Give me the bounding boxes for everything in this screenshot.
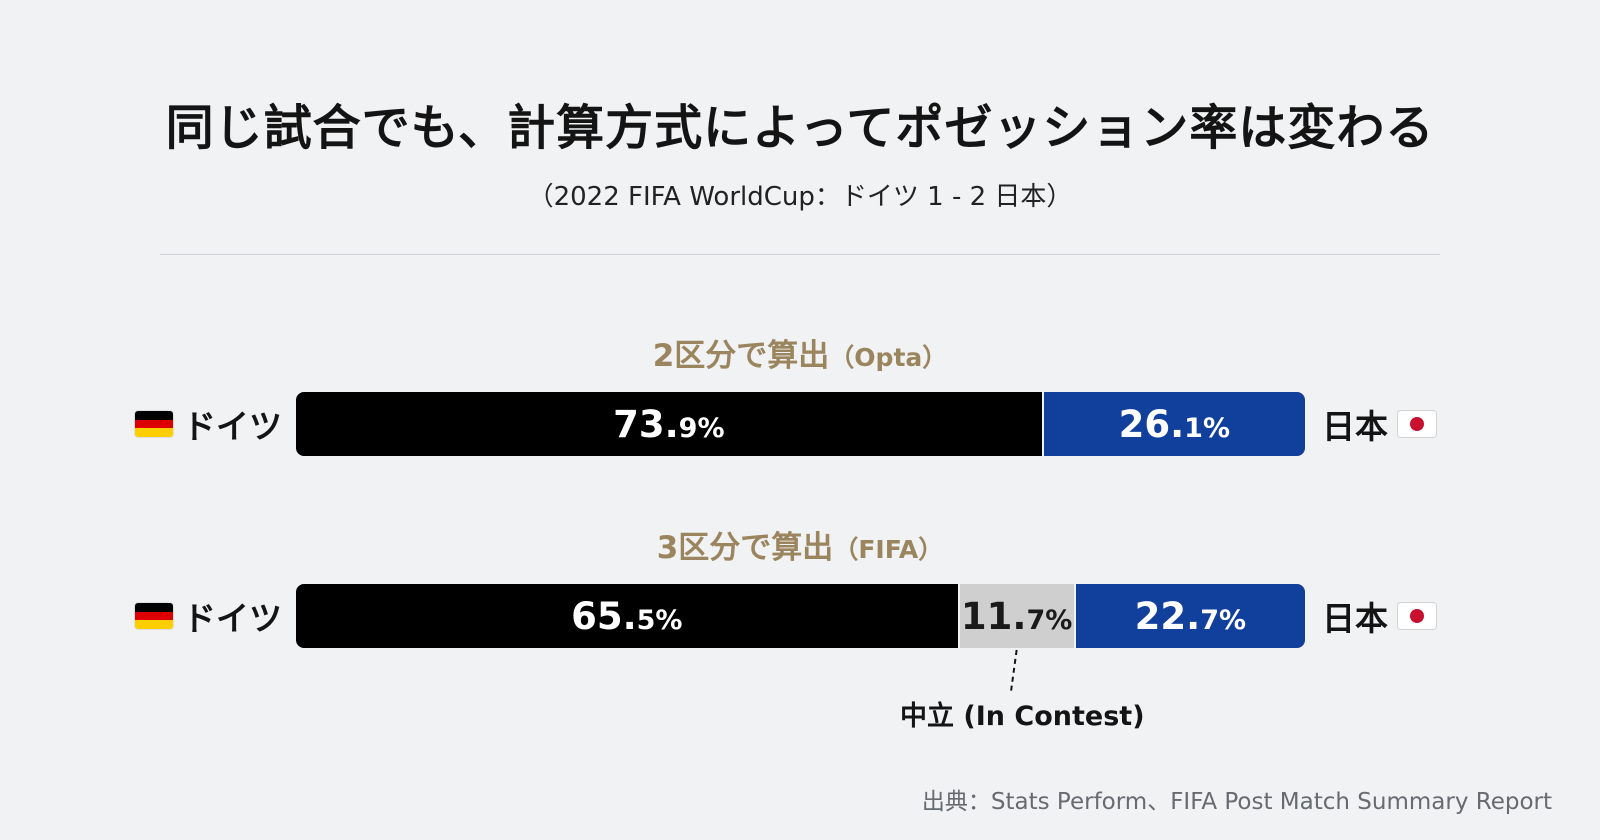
bar-label-fifa-paren: （FIFA）	[833, 535, 944, 564]
team-right-name: 日本	[1322, 599, 1388, 638]
team-right-row2: 日本	[1322, 584, 1492, 648]
bar-value-label: 11.7%	[961, 595, 1072, 638]
bar-value-label: 22.7%	[1135, 595, 1246, 638]
japan-flag-icon	[1398, 603, 1436, 629]
value-decimal: 1%	[1184, 412, 1230, 444]
value-integer: 11.	[960, 594, 1027, 638]
germany-flag-icon	[135, 411, 173, 437]
japan-flag-icon	[1398, 411, 1436, 437]
bar-segment-fifa-germany: 65.5%	[296, 584, 958, 648]
chart-title: 同じ試合でも、計算方式によってポゼッション率は変わる	[165, 100, 1435, 156]
bar-label-opta-paren: （Opta）	[829, 343, 948, 372]
source-note: 出典：Stats Perform、FIFA Post Match Summary…	[921, 789, 1552, 815]
team-left-name: ドイツ	[183, 599, 282, 638]
chart-subtitle: （2022 FIFA WorldCup：ドイツ 1 - 2 日本）	[527, 182, 1073, 212]
value-integer: 73.	[613, 402, 679, 446]
team-right-row1: 日本	[1322, 392, 1492, 456]
bar-label-fifa: 3区分で算出（FIFA）	[0, 522, 1600, 567]
value-decimal: 7%	[1026, 604, 1073, 636]
possession-bar-opta: 73.9% 26.1%	[296, 392, 1305, 456]
value-decimal: 7%	[1200, 604, 1247, 636]
germany-flag-icon	[135, 603, 173, 629]
bar-value-label: 65.5%	[571, 595, 682, 638]
value-integer: 65.	[571, 594, 637, 638]
bar-segment-fifa-neutral: 11.7%	[957, 584, 1076, 648]
value-decimal: 9%	[678, 412, 725, 444]
bar-segment-fifa-japan: 22.7%	[1075, 584, 1305, 648]
value-decimal: 5%	[636, 604, 683, 636]
team-right-name: 日本	[1322, 407, 1388, 446]
bar-label-fifa-main: 3区分で算出	[656, 530, 834, 566]
bar-value-label: 26.1%	[1119, 403, 1230, 446]
team-left-name: ドイツ	[183, 407, 282, 446]
team-left-row1: ドイツ	[120, 392, 282, 456]
bar-value-label: 73.9%	[613, 403, 724, 446]
value-integer: 22.	[1134, 594, 1201, 638]
bar-label-opta-main: 2区分で算出	[652, 338, 830, 374]
bar-segment-opta-germany: 73.9%	[296, 392, 1042, 456]
bar-segment-opta-japan: 26.1%	[1041, 392, 1305, 456]
possession-bar-fifa: 65.5% 11.7% 22.7%	[296, 584, 1305, 648]
team-left-row2: ドイツ	[120, 584, 282, 648]
bar-label-opta: 2区分で算出（Opta）	[0, 330, 1600, 375]
value-integer: 26.	[1118, 402, 1185, 446]
neutral-callout-label: 中立 (In Contest)	[900, 701, 1145, 732]
title-divider	[160, 254, 1440, 255]
